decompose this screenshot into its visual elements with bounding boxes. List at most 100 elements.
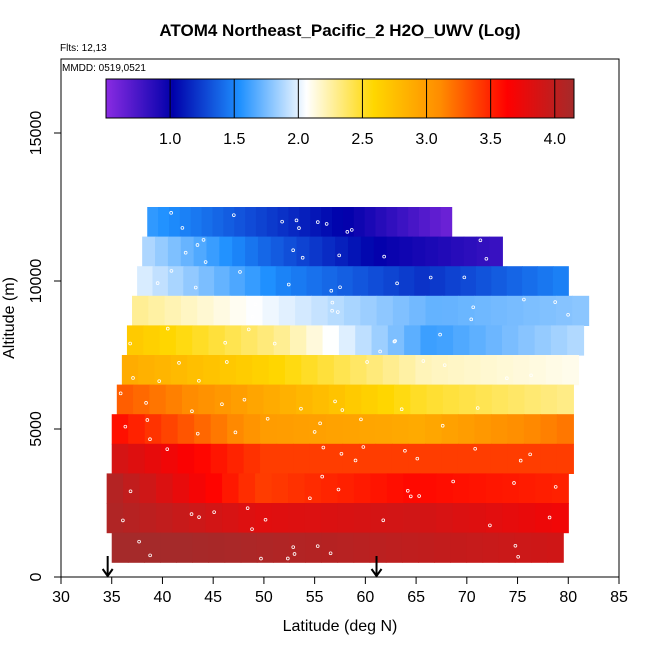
- observation-point: [513, 543, 518, 548]
- heatmap-cell: [353, 503, 372, 534]
- heatmap-cell: [288, 503, 306, 534]
- heatmap-cell: [158, 207, 170, 238]
- heatmap-cell: [376, 295, 394, 326]
- heatmap-cell: [552, 266, 569, 297]
- heatmap-cell: [152, 266, 169, 297]
- heatmap-cell: [373, 236, 388, 267]
- observation-point: [121, 518, 125, 523]
- heatmap-cell: [338, 325, 356, 356]
- observation-point: [316, 220, 320, 224]
- heatmap-cell: [355, 325, 373, 356]
- heatmap-cell: [353, 473, 372, 504]
- colorbar-tick-label: 2.5: [351, 131, 373, 148]
- heatmap-cell: [485, 325, 503, 356]
- heatmap-cell: [438, 236, 452, 267]
- heatmap-cell: [222, 503, 240, 534]
- heatmap-cell: [391, 414, 410, 445]
- heatmap-cell: [464, 355, 482, 386]
- observation-point: [232, 213, 236, 217]
- heatmap-cell: [279, 384, 297, 415]
- observation-point: [333, 399, 337, 404]
- observation-point: [245, 506, 250, 510]
- observation-point: [189, 512, 194, 516]
- heatmap-cell: [262, 295, 280, 326]
- observation-point: [177, 361, 181, 365]
- heatmap-cell: [475, 266, 492, 297]
- heatmap-cell: [343, 295, 361, 326]
- heatmap-cell: [156, 503, 174, 534]
- heatmap-cell: [276, 443, 294, 474]
- heatmap-cell: [429, 266, 446, 297]
- heatmap-cell: [223, 207, 235, 238]
- heatmap-cell: [337, 266, 354, 297]
- observation-point: [128, 341, 132, 346]
- observation-point: [148, 437, 152, 442]
- heatmap-cell: [480, 355, 498, 386]
- observation-point: [440, 423, 445, 428]
- heatmap-cell: [326, 414, 344, 445]
- heatmap-cell: [182, 384, 199, 415]
- observation-point: [478, 238, 483, 243]
- heatmap-cell: [126, 325, 144, 356]
- heatmap-cell: [156, 473, 174, 504]
- observation-point: [553, 485, 558, 489]
- observation-point: [553, 300, 557, 304]
- heatmap-cell: [501, 325, 519, 356]
- heatmap-cell: [241, 325, 258, 356]
- observation-point: [291, 545, 296, 549]
- heatmap-cell: [227, 414, 245, 445]
- observation-point: [294, 218, 299, 223]
- observation-point: [315, 544, 320, 548]
- observation-point: [297, 226, 301, 230]
- heatmap-cell: [524, 384, 542, 415]
- observation-point: [242, 397, 247, 402]
- heatmap-cell: [332, 207, 344, 238]
- heatmap-cell: [139, 503, 157, 534]
- observation-point: [128, 489, 133, 494]
- heatmap-cell: [210, 443, 228, 474]
- heatmap-cell: [551, 503, 569, 534]
- x-tick-label: 50: [255, 589, 273, 606]
- heatmap-cell: [137, 266, 154, 297]
- heatmap-cell: [371, 325, 389, 356]
- observation-point: [522, 297, 526, 302]
- heatmap-cell: [121, 355, 139, 386]
- observation-point: [330, 308, 334, 313]
- observation-point: [338, 285, 342, 290]
- observation-point: [345, 230, 350, 234]
- observation-point: [183, 250, 188, 255]
- heatmap-cell: [420, 325, 438, 356]
- observation-point: [272, 341, 277, 346]
- observation-point: [320, 474, 324, 479]
- heatmap-cell: [311, 295, 329, 326]
- heatmap-cell: [445, 266, 462, 297]
- heatmap-cell: [399, 355, 416, 386]
- heatmap-cell: [523, 414, 541, 445]
- heatmap-cell: [523, 295, 541, 326]
- heatmap-cell: [266, 207, 279, 238]
- heatmap-cell: [275, 266, 292, 297]
- heatmap-cell: [474, 295, 492, 326]
- heatmap-cell: [154, 355, 172, 386]
- observation-point: [165, 447, 170, 451]
- observation-point: [233, 430, 238, 435]
- heatmap-cell: [352, 266, 369, 297]
- heatmap-cell: [183, 266, 200, 297]
- heatmap-cell: [229, 266, 246, 297]
- heatmap-cell: [360, 236, 375, 267]
- observation-point: [471, 305, 476, 310]
- observation-point: [475, 406, 480, 410]
- heatmap-cell: [540, 384, 558, 415]
- heatmap-cell: [502, 473, 520, 504]
- observation-point: [505, 376, 509, 380]
- chart-title: ATOM4 Northeast_Pacific_2 H2O_UWV (Log): [159, 21, 520, 40]
- heatmap-cell: [418, 207, 431, 238]
- heatmap-cell: [224, 325, 242, 356]
- heatmap-cell: [168, 207, 181, 238]
- heatmap-cell: [127, 532, 145, 563]
- heatmap-cell: [312, 384, 330, 415]
- heatmap-cell: [255, 473, 273, 504]
- heatmap-cell: [476, 236, 491, 267]
- observation-point: [382, 254, 386, 259]
- heatmap-cell: [143, 325, 161, 356]
